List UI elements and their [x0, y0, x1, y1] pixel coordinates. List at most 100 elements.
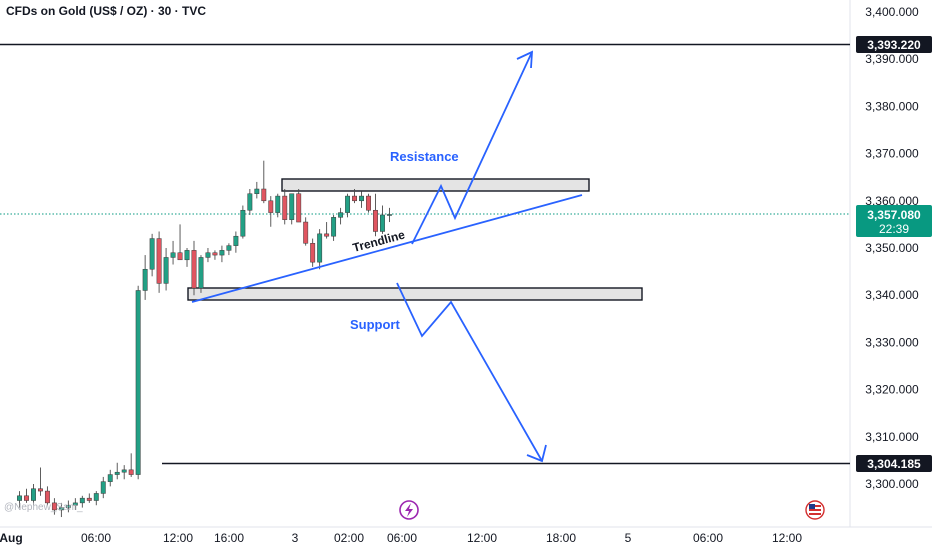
candle-up[interactable] — [359, 195, 364, 202]
candle-up[interactable] — [247, 193, 253, 211]
candle-down[interactable] — [37, 488, 43, 492]
price-tick-label: 3,330.000 — [865, 335, 919, 349]
candle-down[interactable] — [373, 209, 378, 232]
us-flag-icon[interactable] — [805, 500, 825, 520]
candle-up[interactable] — [149, 238, 155, 270]
time-tick-label: 5 — [625, 531, 632, 545]
time-tick-label: 18:00 — [546, 531, 576, 545]
time-tick-label: 06:00 — [81, 531, 111, 545]
price-tick-label: 3,300.000 — [865, 477, 919, 491]
candle-up[interactable] — [58, 507, 64, 511]
price-tick-label: 3,320.000 — [865, 383, 919, 397]
candle-down[interactable] — [310, 243, 316, 263]
price-axis[interactable]: 3,400.000 3,390.000 3,380.000 3,370.000 3,36… — [865, 5, 919, 491]
time-tick-label: 06:00 — [693, 531, 723, 545]
candle-up[interactable] — [163, 257, 169, 284]
candle-down[interactable] — [86, 497, 92, 501]
candle-down[interactable] — [128, 469, 134, 475]
candle-up[interactable] — [121, 469, 127, 473]
price-tick-label: 3,370.000 — [865, 147, 919, 161]
time-tick-label: Aug — [0, 531, 23, 545]
candle-up[interactable] — [289, 193, 295, 220]
candle-up[interactable] — [254, 188, 260, 194]
candle-up[interactable] — [275, 195, 281, 213]
candle-up[interactable] — [240, 209, 246, 237]
candle-up[interactable] — [79, 497, 85, 504]
candle-down[interactable] — [51, 502, 57, 511]
candle-up[interactable] — [386, 214, 392, 216]
time-tick-label: 02:00 — [334, 531, 364, 545]
time-tick-label: 3 — [292, 531, 299, 545]
candle-up[interactable] — [205, 252, 211, 258]
bullish-arrowhead — [516, 50, 533, 69]
watermark: @Nephew_Sam_ — [4, 502, 83, 513]
candle-up[interactable] — [345, 195, 351, 213]
candle-up[interactable] — [170, 252, 176, 258]
price-tick-label: 3,340.000 — [865, 288, 919, 302]
candle-up[interactable] — [226, 245, 232, 251]
time-axis[interactable]: Aug 06:00 12:00 16:00 3 02:00 06:00 12:00 18:00 5… — [0, 531, 802, 545]
time-tick-label: 06:00 — [387, 531, 417, 545]
candle-up[interactable] — [107, 474, 113, 482]
lower-level-tag — [856, 455, 932, 472]
bearish-arrowhead — [526, 444, 547, 463]
candle-down[interactable] — [366, 195, 371, 211]
candle-up[interactable] — [380, 214, 385, 232]
candle-up[interactable] — [93, 493, 99, 501]
candle-up[interactable] — [198, 257, 204, 289]
lightning-icon[interactable] — [399, 500, 419, 520]
candle-up[interactable] — [331, 217, 337, 237]
price-tick-label: 3,390.000 — [865, 52, 919, 66]
candle-up[interactable] — [17, 495, 22, 501]
candle-up[interactable] — [100, 481, 106, 494]
bearish-projection-path[interactable] — [396, 282, 543, 462]
candle-up[interactable] — [142, 268, 148, 291]
time-tick-label: 12:00 — [467, 531, 497, 545]
resistance-zone[interactable] — [281, 178, 590, 192]
price-tick-label: 3,400.000 — [865, 5, 919, 19]
candle-up[interactable] — [31, 488, 36, 501]
upper-level-tag — [856, 36, 932, 53]
candle-down[interactable] — [212, 252, 218, 256]
candle-down[interactable] — [282, 195, 288, 220]
candle-up[interactable] — [219, 250, 225, 256]
resistance-label: Resistance — [390, 149, 459, 164]
candle-down[interactable] — [44, 490, 50, 504]
trendline[interactable] — [191, 194, 583, 303]
candle-down[interactable] — [24, 495, 29, 501]
time-tick-label: 16:00 — [214, 531, 244, 545]
candle-up[interactable] — [135, 290, 141, 475]
candle-up[interactable] — [72, 502, 78, 506]
price-tick-label: 3,380.000 — [865, 99, 919, 113]
support-zone[interactable] — [187, 287, 643, 301]
candle-down[interactable] — [177, 252, 183, 261]
upper-level-price: 3,393.220 — [867, 38, 921, 52]
candle-down[interactable] — [296, 193, 302, 223]
current-price: 3,357.080 — [867, 208, 921, 222]
candle-up[interactable] — [114, 471, 120, 475]
support-label: Support — [350, 317, 400, 332]
candle-up[interactable] — [338, 212, 344, 218]
candle-up[interactable] — [184, 250, 190, 261]
candle-down[interactable] — [352, 195, 357, 202]
candle-down[interactable] — [191, 250, 197, 289]
current-price-tag — [856, 205, 932, 237]
price-tick-label: 3,360.000 — [865, 194, 919, 208]
chart-title: CFDs on Gold (US$ / OZ) · 30 · TVC — [6, 4, 207, 18]
bullish-projection-path[interactable] — [411, 51, 533, 245]
candle-up[interactable] — [65, 504, 71, 508]
candle-down[interactable] — [261, 188, 267, 202]
candle-down[interactable] — [268, 200, 274, 213]
candle-up[interactable] — [233, 235, 239, 246]
candle-down[interactable] — [303, 221, 309, 244]
candle-down[interactable] — [324, 233, 330, 237]
price-tick-label: 3,310.000 — [865, 430, 919, 444]
bar-countdown: 22:39 — [879, 222, 909, 236]
price-tick-label: 3,350.000 — [865, 241, 919, 255]
lower-level-price: 3,304.185 — [867, 457, 921, 471]
candles-group — [17, 160, 392, 518]
time-tick-label: 12:00 — [163, 531, 193, 545]
candle-up[interactable] — [317, 233, 323, 263]
candle-down[interactable] — [156, 238, 162, 284]
